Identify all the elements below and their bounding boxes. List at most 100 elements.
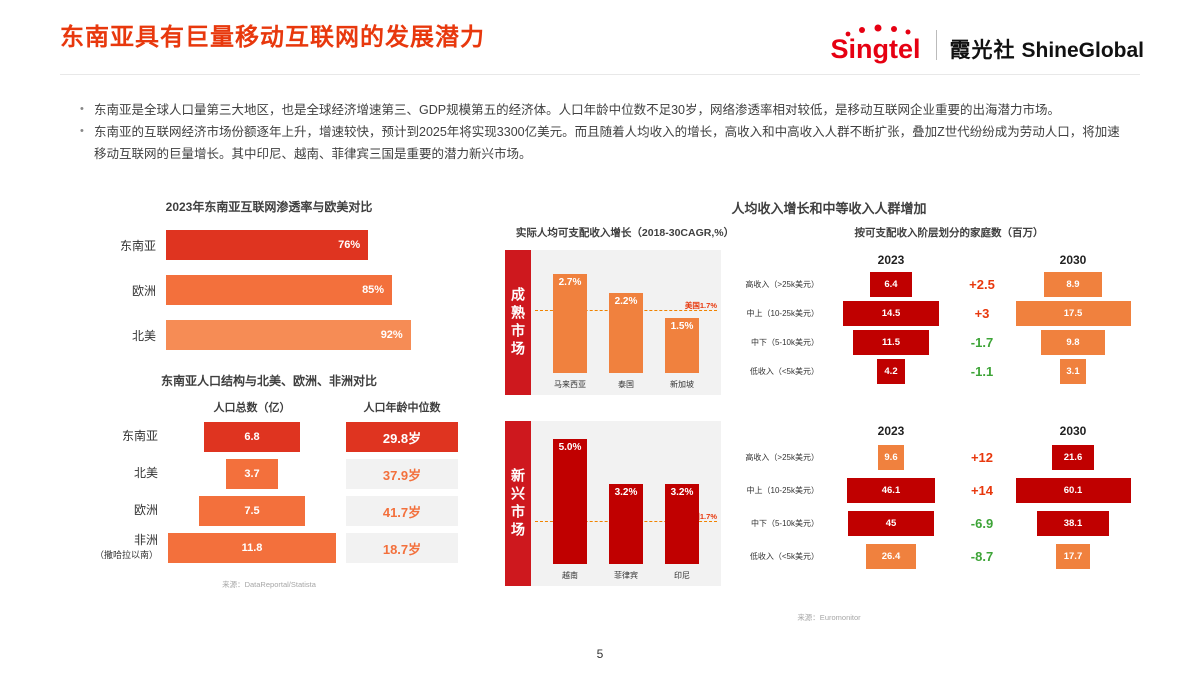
- cagr-bar-wrap: 3.2% 菲律宾: [609, 421, 643, 586]
- market-strip-label: 成熟市场: [510, 286, 526, 359]
- cagr-subtitle: 实际人均可支配收入增长（2018-30CAGR,%）: [515, 227, 735, 239]
- page-number: 5: [596, 647, 604, 661]
- tier-row: 低收入（<5k美元） 26.4 -8.7 17.7: [737, 540, 1153, 573]
- median-age-badge: 29.8岁: [346, 422, 458, 452]
- label-line: 东南亚: [121, 429, 158, 444]
- tier-bar-2030: 3.1: [1060, 359, 1086, 384]
- label-line: 欧洲: [133, 503, 158, 518]
- tier-bar-2023: 6.4: [869, 272, 913, 297]
- cagr-bar-wrap: 5.0% 越南: [553, 421, 587, 586]
- year-header: 2030: [1059, 424, 1087, 438]
- tier-bar-2023: 4.2: [877, 359, 905, 384]
- tier-bar-2023: 26.4: [865, 544, 917, 569]
- market-panels: 成熟市场 美国1.7% 2.7% 马来西亚 2.2% 泰国 1.5% 新加坡 2023 2030 高…: [505, 250, 1153, 586]
- source-note: 来源：Euromonitor: [797, 613, 861, 622]
- category-label: 马来西亚: [554, 379, 586, 389]
- tier-bar-2023: 9.6: [878, 445, 904, 470]
- tier-bar-2023: 14.5: [843, 301, 939, 326]
- cagr-bar: 3.2%: [609, 484, 643, 564]
- bar-area: 6.8: [166, 422, 338, 452]
- tier-col-2023: 26.4: [825, 544, 957, 569]
- year-header: 2023: [877, 253, 905, 267]
- tier-col-2023: 46.1: [825, 478, 957, 503]
- key-points: 东南亚是全球人口量第三大地区，也是全球经济增速第三、GDP规模第五的经济体。人口…: [78, 100, 1124, 166]
- benchmark-label: 美国1.7%: [684, 300, 717, 310]
- population-row: 欧洲 7.5 41.7岁: [78, 496, 460, 526]
- cagr-bar: 1.5%: [665, 318, 699, 373]
- bar-area: 3.7: [166, 459, 338, 489]
- category-label: 越南: [562, 570, 578, 580]
- tier-col-2030: 60.1: [1007, 478, 1139, 503]
- tier-label: 低收入（<5k美元）: [749, 552, 819, 561]
- bar: 76%: [166, 230, 369, 260]
- shineglobal-logo: 霞光社 ShineGlobal: [949, 34, 1144, 64]
- category-label: 印尼: [674, 570, 690, 580]
- market-panel: 成熟市场 美国1.7% 2.7% 马来西亚 2.2% 泰国 1.5% 新加坡 2023 2030 高…: [505, 250, 1153, 395]
- tier-col-2030: 8.9: [1007, 272, 1139, 297]
- population-row: 东南亚 6.8 29.8岁: [78, 422, 460, 452]
- year-header: 2030: [1059, 253, 1087, 267]
- change-value: +3: [974, 306, 990, 321]
- tier-bar-2030: 8.9: [1043, 272, 1103, 297]
- page-title: 东南亚具有巨量移动互联网的发展潜力: [60, 24, 485, 51]
- category-label: 菲律宾: [614, 570, 638, 580]
- tier-row: 高收入（>25k美元） 9.6 +12 21.6: [737, 441, 1153, 474]
- median-age-badge: 37.9岁: [346, 459, 458, 489]
- tier-bar-2023: 45: [847, 511, 935, 536]
- tier-col-2030: 38.1: [1007, 511, 1139, 536]
- bar: 92%: [166, 320, 411, 350]
- market-strip: 新兴市场: [505, 421, 531, 586]
- source-note: 来源：DataReportal/Statista: [222, 580, 316, 589]
- change-value: +12: [970, 450, 994, 465]
- tier-label: 高收入（>25k美元）: [745, 280, 819, 289]
- tier-row: 中上（10-25k美元） 14.5 +3 17.5: [737, 299, 1153, 328]
- cagr-bar-wrap: 1.5% 新加坡: [665, 250, 699, 395]
- tier-col-2023: 4.2: [825, 359, 957, 384]
- penetration-bars: 东南亚 76% 欧洲 85% 北美 92%: [78, 230, 460, 350]
- tier-col-2023: 9.6: [825, 445, 957, 470]
- income-section-title: 人均收入增长和中等收入人群增加: [731, 201, 927, 216]
- market-strip: 成熟市场: [505, 250, 531, 395]
- cagr-bar-wrap: 3.2% 印尼: [665, 421, 699, 586]
- tier-label: 低收入（<5k美元）: [749, 367, 819, 376]
- tier-label: 中上（10-25k美元）: [746, 309, 819, 318]
- tier-col-2030: 21.6: [1007, 445, 1139, 470]
- change-value: -6.9: [970, 516, 994, 531]
- label-line: 非洲: [133, 533, 158, 548]
- tier-col-2023: 11.5: [825, 330, 957, 355]
- tier-row: 低收入（<5k美元） 4.2 -1.1 3.1: [737, 357, 1153, 386]
- year-header-row: 2023 2030: [737, 250, 1153, 270]
- bar: 6.8: [203, 422, 301, 452]
- cagr-bar: 3.2%: [665, 484, 699, 564]
- singtel-wordmark: Singtel: [830, 34, 921, 64]
- cagr-chart: 美国1.7% 2.7% 马来西亚 2.2% 泰国 1.5% 新加坡: [531, 250, 721, 395]
- tier-bar-2030: 17.7: [1056, 544, 1090, 569]
- cagr-bar-group: 5.0% 越南 3.2% 菲律宾 3.2% 印尼: [531, 421, 721, 586]
- cagr-bar: 2.7%: [553, 274, 587, 373]
- right-column: 人均收入增长和中等收入人群增加 实际人均可支配收入增长（2018-30CAGR,…: [505, 198, 1153, 623]
- tier-row: 高收入（>25k美元） 6.4 +2.5 8.9: [737, 270, 1153, 299]
- tier-col-2030: 17.7: [1007, 544, 1139, 569]
- tier-col-2030: 17.5: [1007, 301, 1139, 326]
- column-header-median-age: 人口年龄中位数: [363, 402, 441, 414]
- category-label: 非洲 （撒哈拉以南）: [78, 533, 166, 562]
- penetration-chart: 2023年东南亚互联网渗透率与欧美对比 东南亚 76% 欧洲 85% 北美 92%: [78, 198, 460, 350]
- year-header-row: 2023 2030: [737, 421, 1153, 441]
- label-line: 北美: [133, 466, 158, 481]
- tier-col-2030: 9.8: [1007, 330, 1139, 355]
- population-row: 北美 3.7 37.9岁: [78, 459, 460, 489]
- tier-col-2023: 6.4: [825, 272, 957, 297]
- label-line: （撒哈拉以南）: [94, 550, 158, 560]
- tier-bar-2030: 21.6: [1052, 445, 1094, 470]
- category-label: 欧洲: [78, 503, 166, 518]
- tier-label: 中下（5-10k美元）: [750, 519, 819, 528]
- cagr-chart: 美国1.7% 5.0% 越南 3.2% 菲律宾 3.2% 印尼: [531, 421, 721, 586]
- bar-area: 7.5: [166, 496, 338, 526]
- bullet-item: 东南亚是全球人口量第三大地区，也是全球经济增速第三、GDP规模第五的经济体。人口…: [78, 100, 1124, 122]
- bar-row: 欧洲 85%: [78, 275, 460, 305]
- bar-area: 11.8: [166, 533, 338, 563]
- cagr-bar-wrap: 2.7% 马来西亚: [553, 250, 587, 395]
- income-pyramid: 2023 2030 高收入（>25k美元） 6.4 +2.5 8.9 中上（10-25k美元…: [737, 250, 1153, 395]
- tier-bar-2030: 9.8: [1040, 330, 1106, 355]
